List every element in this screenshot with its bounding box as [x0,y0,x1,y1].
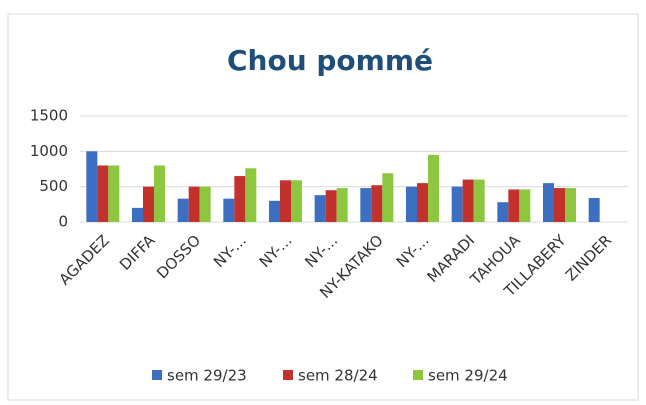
bar [508,189,520,222]
bar [325,190,337,222]
y-tick-label: 0 [58,213,68,231]
bar [565,188,576,222]
legend-swatch [283,370,293,380]
bar [108,165,120,222]
bar [97,165,109,222]
bar [543,183,554,222]
bar [314,195,326,222]
bar [519,189,531,222]
bar [497,202,509,222]
bar [280,180,291,222]
y-tick-label: 1500 [30,107,68,125]
bar [291,180,302,222]
bar [451,186,463,222]
bar [428,154,439,222]
bar [154,165,165,222]
bar [269,200,280,222]
bar [554,188,565,222]
bar [245,168,257,222]
bar [223,198,235,222]
bar [86,151,98,222]
bar [336,188,348,222]
bar [199,186,211,222]
bar [177,198,189,222]
bar [473,179,485,222]
bar [588,197,600,222]
bar [143,186,154,222]
legend-label: sem 29/23 [167,367,247,385]
chart-title: Chou pommé [227,44,433,77]
bar [382,173,394,222]
legend-swatch [152,370,162,380]
bar [417,183,428,222]
bar [462,179,474,222]
legend-swatch [413,370,423,380]
bar [188,186,200,222]
bar [234,176,246,222]
y-tick-label: 1000 [30,142,68,160]
bar [371,185,383,222]
bar [360,188,372,222]
legend-label: sem 28/24 [298,367,378,385]
bar [132,207,143,222]
bar [406,186,417,222]
y-tick-label: 500 [39,177,68,195]
legend-label: sem 29/24 [428,367,508,385]
